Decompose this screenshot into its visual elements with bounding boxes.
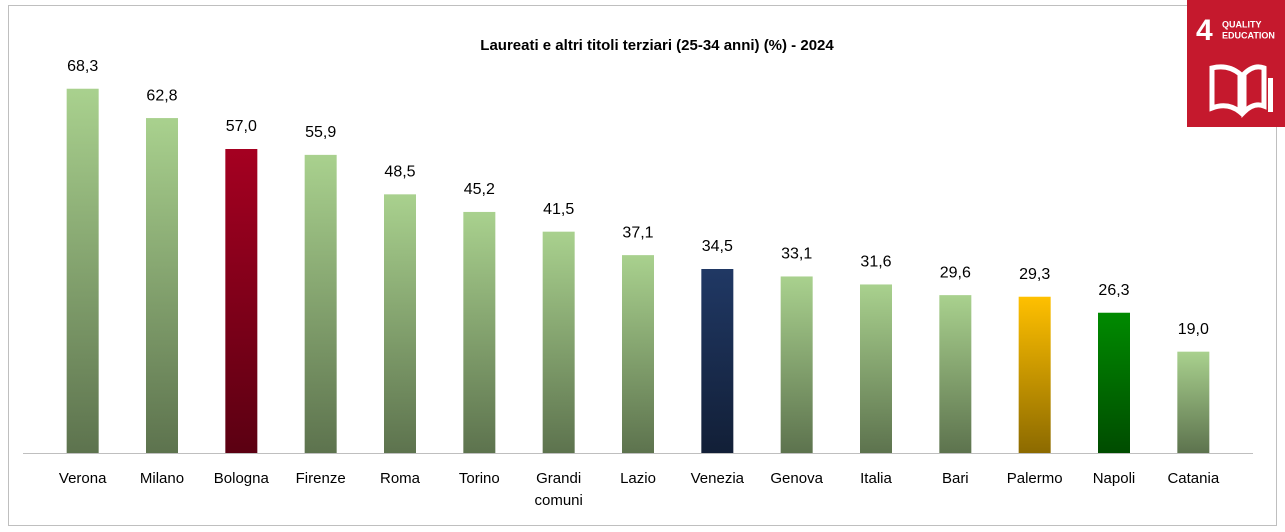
- badge-text: QUALITY: [1222, 19, 1262, 29]
- badge-icon: [1268, 78, 1273, 112]
- badge-icon: [1209, 64, 1267, 119]
- x-tick-label: Italia: [860, 470, 892, 487]
- chart-border: [8, 5, 1277, 526]
- x-tick-label: Milano: [139, 470, 185, 487]
- bar: [860, 284, 892, 453]
- data-label: 37,1: [622, 224, 653, 241]
- bar: [66, 88, 99, 453]
- x-tick-label: Bologna: [213, 470, 269, 487]
- x-tick-label: Firenze: [295, 470, 346, 487]
- bar: [1018, 296, 1051, 453]
- sdg-badge: 4 QUALITY EDUCATION: [1187, 0, 1285, 127]
- bar: [1098, 312, 1130, 453]
- data-label: 29,3: [1019, 266, 1050, 283]
- x-tick-label: Torino: [458, 470, 500, 487]
- bar: [780, 276, 813, 453]
- chart-title: Laureati e altri titoli terziari (25-34 …: [480, 37, 834, 54]
- data-label: 31,6: [860, 254, 891, 271]
- data-label: 68,3: [67, 58, 98, 75]
- x-tick-label: Genova: [770, 470, 823, 487]
- x-tick-label: Roma: [379, 470, 420, 487]
- data-label: 57,0: [226, 118, 257, 135]
- badge-text: EDUCATION: [1222, 30, 1275, 40]
- x-tick-label: Grandi comuni: [534, 470, 583, 509]
- data-label: 29,6: [940, 264, 971, 281]
- data-label: 45,2: [464, 181, 495, 198]
- data-label: 19,0: [1178, 321, 1209, 338]
- bar: [1177, 351, 1210, 453]
- bar: [939, 295, 972, 453]
- bar: [304, 154, 337, 453]
- bar: [384, 194, 416, 454]
- data-label: 33,1: [781, 246, 812, 263]
- x-tick-label: Venezia: [690, 470, 745, 487]
- x-tick-label: Palermo: [1006, 470, 1063, 487]
- data-label: 26,3: [1098, 282, 1129, 299]
- x-tick-label: Lazio: [620, 470, 656, 487]
- bar: [701, 269, 734, 453]
- bar: [622, 255, 654, 453]
- bar: [225, 149, 258, 453]
- data-label: 48,5: [384, 164, 415, 181]
- data-label: 41,5: [543, 201, 574, 218]
- data-label: 62,8: [146, 87, 177, 104]
- bar: [463, 211, 496, 453]
- x-tick-label: Catania: [1167, 470, 1220, 487]
- badge-number: 4: [1196, 14, 1213, 47]
- x-tick-label: Verona: [58, 470, 107, 487]
- bar: [542, 231, 575, 453]
- bar: [146, 118, 178, 454]
- data-label: 34,5: [702, 238, 733, 255]
- x-tick-label: Napoli: [1092, 470, 1136, 487]
- data-label: 55,9: [305, 124, 336, 141]
- x-tick-label: Bari: [941, 470, 969, 487]
